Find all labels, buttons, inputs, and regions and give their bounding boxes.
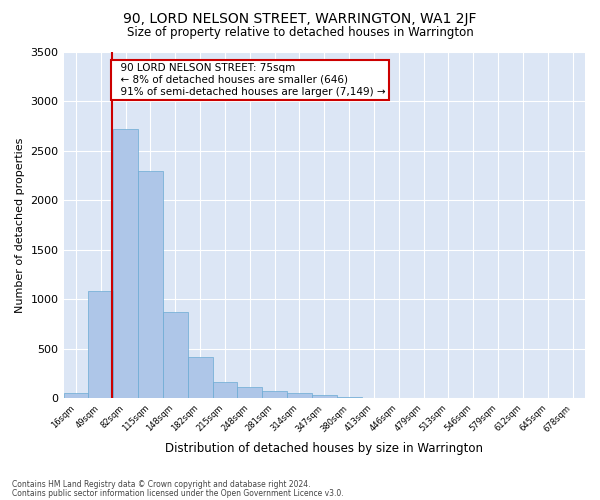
Bar — [238, 388, 262, 398]
X-axis label: Distribution of detached houses by size in Warrington: Distribution of detached houses by size … — [165, 442, 483, 455]
Text: Contains HM Land Registry data © Crown copyright and database right 2024.: Contains HM Land Registry data © Crown c… — [12, 480, 311, 489]
Bar — [262, 392, 287, 398]
Text: 90, LORD NELSON STREET, WARRINGTON, WA1 2JF: 90, LORD NELSON STREET, WARRINGTON, WA1 … — [123, 12, 477, 26]
Y-axis label: Number of detached properties: Number of detached properties — [15, 138, 25, 312]
Bar — [113, 129, 138, 398]
Bar — [163, 312, 188, 398]
Text: Size of property relative to detached houses in Warrington: Size of property relative to detached ho… — [127, 26, 473, 39]
Bar — [212, 382, 238, 398]
Bar — [312, 395, 337, 398]
Bar — [88, 292, 113, 399]
Bar — [188, 357, 212, 399]
Bar — [138, 172, 163, 398]
Bar — [287, 393, 312, 398]
Text: Contains public sector information licensed under the Open Government Licence v3: Contains public sector information licen… — [12, 488, 344, 498]
Text: 90 LORD NELSON STREET: 75sqm
  ← 8% of detached houses are smaller (646)
  91% o: 90 LORD NELSON STREET: 75sqm ← 8% of det… — [115, 64, 386, 96]
Bar — [64, 394, 88, 398]
